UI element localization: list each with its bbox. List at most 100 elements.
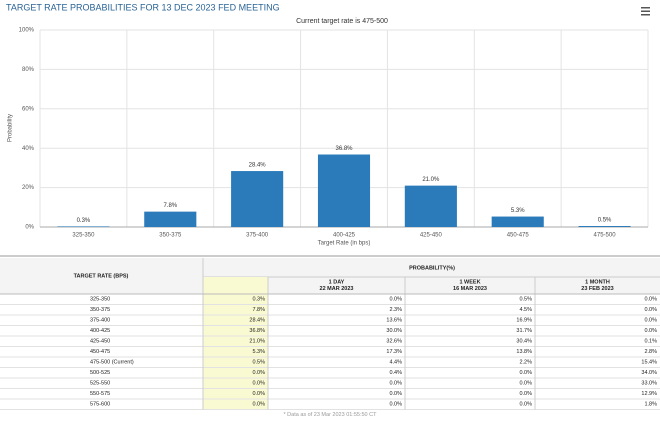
row-header: TARGET RATE (BPS) [74, 273, 129, 279]
cell-value: 2.2% [519, 360, 532, 366]
cell-value: 0.0% [644, 328, 657, 334]
y-tick-label: 0% [25, 225, 34, 231]
y-tick-label: 20% [22, 185, 35, 191]
cell-value: 0.5% [252, 360, 265, 366]
cell-value: 2.3% [389, 307, 402, 313]
x-tick-label: 325-350 [72, 233, 95, 239]
column-date: 22 MAR 2023 [320, 286, 354, 292]
y-tick-label: 60% [22, 106, 35, 112]
y-tick-label: 80% [22, 67, 35, 73]
x-tick-label: 375-400 [246, 233, 269, 239]
data-label: 0.3% [77, 218, 91, 224]
chart-subtitle: Current target rate is 475-500 [296, 18, 388, 25]
column-header: 1 WEEK [459, 279, 480, 285]
cell-value: 33.0% [641, 381, 657, 387]
cell-value: 15.4% [641, 360, 657, 366]
cell-value: 0.0% [252, 381, 265, 387]
bar [404, 185, 457, 227]
row-label: 550-575 [90, 391, 110, 397]
cell-value: 16.9% [516, 318, 532, 324]
cell-value: 21.0% [249, 339, 265, 345]
header-background [0, 258, 660, 294]
cell-value: 0.0% [389, 402, 402, 408]
cell-value: 0.4% [389, 370, 402, 376]
x-tick-label: 350-375 [159, 233, 182, 239]
column-header: 1 MONTH [585, 279, 610, 285]
bar [57, 226, 110, 227]
column-date: 23 FEB 2023 [581, 286, 613, 292]
cell-value: 28.4% [249, 318, 265, 324]
bar [231, 171, 284, 227]
cell-value: 0.0% [519, 381, 532, 387]
data-label: 36.8% [335, 146, 353, 152]
cell-value: 0.0% [252, 402, 265, 408]
cell-value: 4.5% [519, 307, 532, 313]
cell-value: 5.3% [252, 349, 265, 355]
bar [317, 154, 371, 227]
cell-value: 32.6% [386, 339, 402, 345]
cell-value: 0.5% [519, 297, 532, 303]
cell-value: 0.0% [519, 370, 532, 376]
menu-icon[interactable] [641, 7, 650, 16]
chart-title: TARGET RATE PROBABILITIES FOR 13 DEC 202… [6, 2, 280, 12]
y-tick-label: 40% [22, 146, 35, 152]
cell-value: 0.0% [644, 318, 657, 324]
x-tick-label: 450-475 [507, 233, 530, 239]
y-tick-label: 100% [19, 28, 35, 34]
cell-value: 0.0% [389, 391, 402, 397]
column-date: 16 MAR 2023 [453, 286, 487, 292]
cell-value: 1.8% [644, 402, 657, 408]
cell-value: 13.6% [386, 318, 402, 324]
cell-value: 12.9% [641, 391, 657, 397]
menu-bar [641, 7, 650, 9]
y-axis-label: Probability [8, 114, 14, 142]
data-label: 28.4% [249, 163, 267, 169]
group-header: PROBABILITY(%) [409, 265, 455, 271]
cell-value: 0.1% [644, 339, 657, 345]
now-column-highlight [203, 277, 268, 410]
data-label: 21.0% [422, 177, 440, 183]
data-label: 7.8% [163, 203, 177, 209]
row-label: 425-450 [90, 339, 110, 345]
cell-value: 31.7% [516, 328, 532, 334]
menu-bar [641, 14, 650, 16]
cell-value: 0.3% [252, 297, 265, 303]
row-label: 350-375 [90, 307, 110, 313]
x-tick-label: 400-425 [333, 233, 356, 239]
cell-value: 0.0% [644, 297, 657, 303]
cell-value: 0.0% [252, 370, 265, 376]
row-label: 400-425 [90, 328, 110, 334]
cell-value: 7.8% [252, 307, 265, 313]
bar [578, 226, 631, 227]
cell-value: 0.0% [389, 381, 402, 387]
cell-value: 0.0% [519, 391, 532, 397]
cell-value: 17.3% [386, 349, 402, 355]
cell-value: 30.0% [386, 328, 402, 334]
bar [144, 211, 197, 227]
x-axis-label: Target Rate (in bps) [318, 241, 371, 247]
column-header: 1 DAY [329, 279, 345, 285]
footnote: * Data as of 23 Mar 2023 01:55:50 CT [284, 412, 378, 418]
data-label: 0.5% [598, 218, 612, 224]
x-tick-label: 425-450 [420, 233, 443, 239]
row-label: 450-475 [90, 349, 110, 355]
cell-value: 2.8% [644, 349, 657, 355]
row-label: 525-550 [90, 381, 110, 387]
cell-value: 0.0% [519, 402, 532, 408]
cell-value: 34.0% [641, 370, 657, 376]
cell-value: 4.4% [389, 360, 402, 366]
row-label: 325-350 [90, 297, 110, 303]
cell-value: 13.8% [516, 349, 532, 355]
cell-value: 0.0% [389, 297, 402, 303]
cell-value: 0.0% [252, 391, 265, 397]
cell-value: 30.4% [516, 339, 532, 345]
x-tick-label: 475-500 [594, 233, 617, 239]
cell-value: 0.0% [644, 307, 657, 313]
row-label: 475-500 (Current) [90, 360, 134, 366]
menu-bar [641, 10, 650, 12]
row-label: 500-525 [90, 370, 110, 376]
data-label: 5.3% [511, 208, 525, 214]
bar [491, 216, 544, 227]
